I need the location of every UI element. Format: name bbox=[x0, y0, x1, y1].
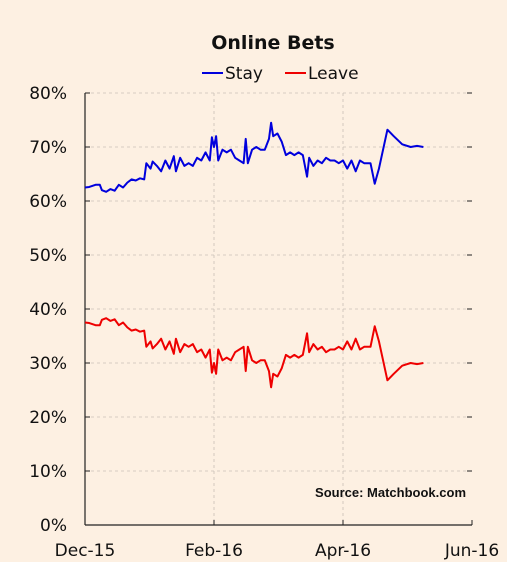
source-annotation: Source: Matchbook.com bbox=[315, 485, 466, 500]
legend: Stay Leave bbox=[202, 64, 359, 84]
y-tick-label: 70% bbox=[29, 138, 67, 158]
legend-label-stay: Stay bbox=[225, 64, 263, 84]
chart-title: Online Bets bbox=[211, 32, 335, 54]
x-tick-label: Dec-15 bbox=[55, 541, 116, 561]
y-tick-label: 10% bbox=[29, 462, 67, 482]
x-tick-label: Feb-16 bbox=[185, 541, 243, 561]
y-tick-label: 60% bbox=[29, 192, 67, 212]
series-lines bbox=[84, 121, 424, 389]
legend-label-leave: Leave bbox=[308, 64, 359, 84]
y-tick-label: 50% bbox=[29, 246, 67, 266]
series-line-leave bbox=[84, 317, 424, 389]
x-axis-ticks: Dec-15 Feb-16 Apr-16 Jun-16 bbox=[55, 520, 499, 561]
y-tick-label: 80% bbox=[29, 84, 67, 104]
grid bbox=[85, 92, 472, 525]
x-tick-label: Apr-16 bbox=[315, 541, 371, 561]
x-tick-label: Jun-16 bbox=[444, 541, 499, 561]
y-tick-label: 40% bbox=[29, 300, 67, 320]
y-tick-label: 0% bbox=[40, 516, 67, 536]
series-line-stay bbox=[84, 121, 424, 193]
y-tick-label: 20% bbox=[29, 408, 67, 428]
y-axis-ticks: 0% 10% 20% 30% 40% 50% 60% 70% 80% bbox=[29, 84, 472, 536]
y-tick-label: 30% bbox=[29, 354, 67, 374]
